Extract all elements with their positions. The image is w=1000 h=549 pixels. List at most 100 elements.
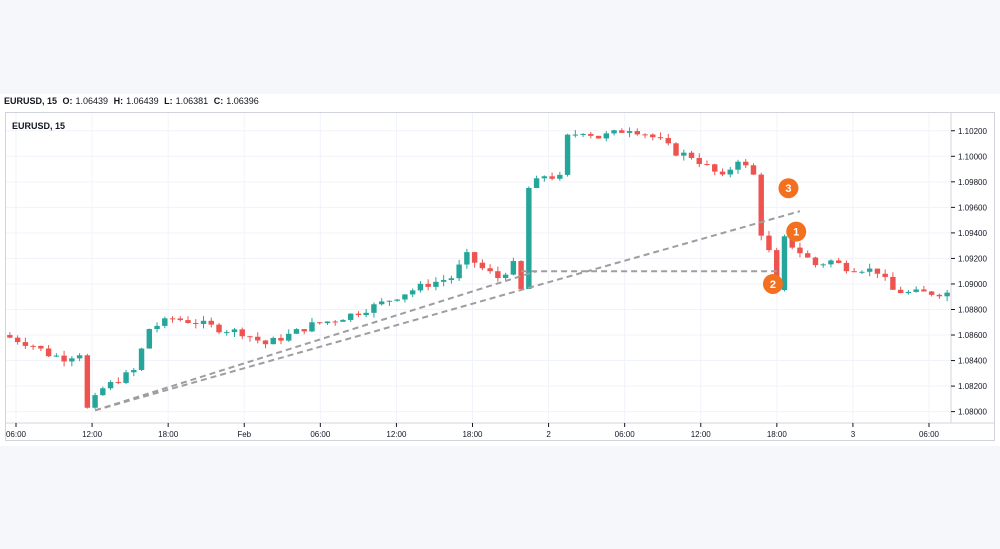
candle-body [743, 161, 749, 166]
candle-body [665, 138, 671, 144]
candle-body [688, 152, 695, 159]
candle-body [611, 130, 617, 134]
candle-body [696, 158, 702, 165]
price-tick-label: 1.09400 [958, 229, 987, 238]
candle-body [433, 281, 439, 287]
candle-body [681, 152, 687, 156]
candle-body [758, 174, 764, 236]
candle-body [123, 372, 129, 383]
trendline-2 [94, 210, 801, 412]
candle-body [301, 329, 307, 332]
candle-body [84, 355, 91, 408]
candle-body [255, 336, 261, 341]
price-tick-label: 1.08200 [958, 382, 987, 391]
candle-body [270, 337, 276, 345]
candle-body [897, 289, 904, 294]
candle-body [673, 143, 679, 156]
candle-body [766, 235, 772, 251]
candle-body [30, 345, 36, 347]
candle-body [804, 253, 811, 258]
price-tick-label: 1.08600 [958, 331, 987, 340]
candle-body [177, 318, 183, 321]
candle-body [588, 133, 594, 136]
candle-body [549, 176, 555, 179]
candle-body [502, 274, 509, 279]
candle-body [162, 318, 168, 326]
price-tick-label: 1.09200 [958, 254, 987, 263]
candle-body [224, 332, 230, 334]
candle-body [355, 313, 362, 316]
candle-body [378, 301, 385, 305]
time-tick-label: 12:00 [386, 430, 407, 439]
candle-body [448, 278, 455, 281]
candle-body [936, 294, 943, 297]
candle-body [7, 335, 13, 338]
high-value: 1.06439 [126, 96, 159, 106]
candle-body [14, 337, 21, 343]
candlestick-chart[interactable]: 1 2 3 1.10200 1.10000 1.09800 1.09600 1.09400 1.… [6, 113, 994, 440]
candle-body [92, 395, 98, 408]
candle-body [131, 369, 137, 373]
candle-body [38, 345, 44, 349]
candle-body [712, 164, 718, 172]
candle-body [727, 169, 733, 175]
candle-body [417, 283, 424, 291]
candle-body [657, 137, 664, 139]
candle-body [487, 268, 493, 272]
candle-body [22, 342, 29, 346]
candle-body [409, 290, 416, 295]
chart-legend-symbol: EURUSD, 15 [12, 121, 66, 131]
candle-body [154, 325, 160, 330]
close-label: C: [213, 96, 224, 106]
candle-body [890, 276, 896, 290]
candle-body [61, 355, 67, 362]
trendline-1 [94, 270, 537, 412]
candle-body [69, 358, 75, 362]
candle-body [146, 329, 153, 349]
candle-body [239, 329, 245, 337]
chart-frame[interactable]: 1 2 3 1.10200 1.10000 1.09800 1.09600 1.09400 1.… [5, 112, 995, 441]
candle-body [309, 322, 315, 332]
price-tick-label: 1.10200 [958, 127, 987, 136]
candle-body [719, 171, 726, 175]
price-tick-label: 1.08400 [958, 357, 987, 366]
candle-body [828, 260, 834, 265]
candle-body [324, 321, 331, 324]
candle-body [495, 271, 501, 279]
candle-body [363, 312, 369, 316]
candle-body [626, 131, 633, 133]
candle-body [231, 329, 238, 333]
candle-body [138, 348, 145, 370]
candle-body [797, 247, 803, 254]
candle-body [820, 264, 826, 266]
candle-body [789, 236, 795, 248]
candle-body [595, 135, 602, 139]
marker-2 [762, 273, 783, 294]
candle-body [340, 319, 346, 322]
candle-body [557, 174, 563, 179]
candle-body [704, 164, 710, 166]
candle-body [316, 322, 323, 324]
candle-body [859, 271, 865, 273]
candle-body [866, 268, 873, 272]
price-tick-label: 1.08000 [958, 408, 987, 417]
time-tick-label: 2 [546, 430, 551, 439]
candle-body [874, 268, 881, 274]
low-label: L: [164, 96, 173, 106]
candle-body [835, 260, 842, 263]
candle-body [115, 382, 122, 384]
time-tick-label: 18:00 [462, 430, 483, 439]
ohlc-header: EURUSD, 15 O: 1.06439 H: 1.06439 L: 1.06381… [4, 96, 262, 110]
candle-body [634, 131, 641, 135]
time-tick-label: Feb [237, 430, 251, 439]
candle-body [619, 130, 625, 133]
candle-body [247, 336, 253, 338]
open-label: O: [62, 96, 73, 106]
time-tick-label: 12:00 [82, 430, 103, 439]
candle-body [278, 337, 284, 341]
candle-body [781, 236, 788, 291]
candle-body [293, 329, 300, 334]
candle-body [347, 313, 354, 320]
price-tick-label: 1.09600 [958, 203, 987, 212]
low-value: 1.06381 [175, 96, 209, 106]
